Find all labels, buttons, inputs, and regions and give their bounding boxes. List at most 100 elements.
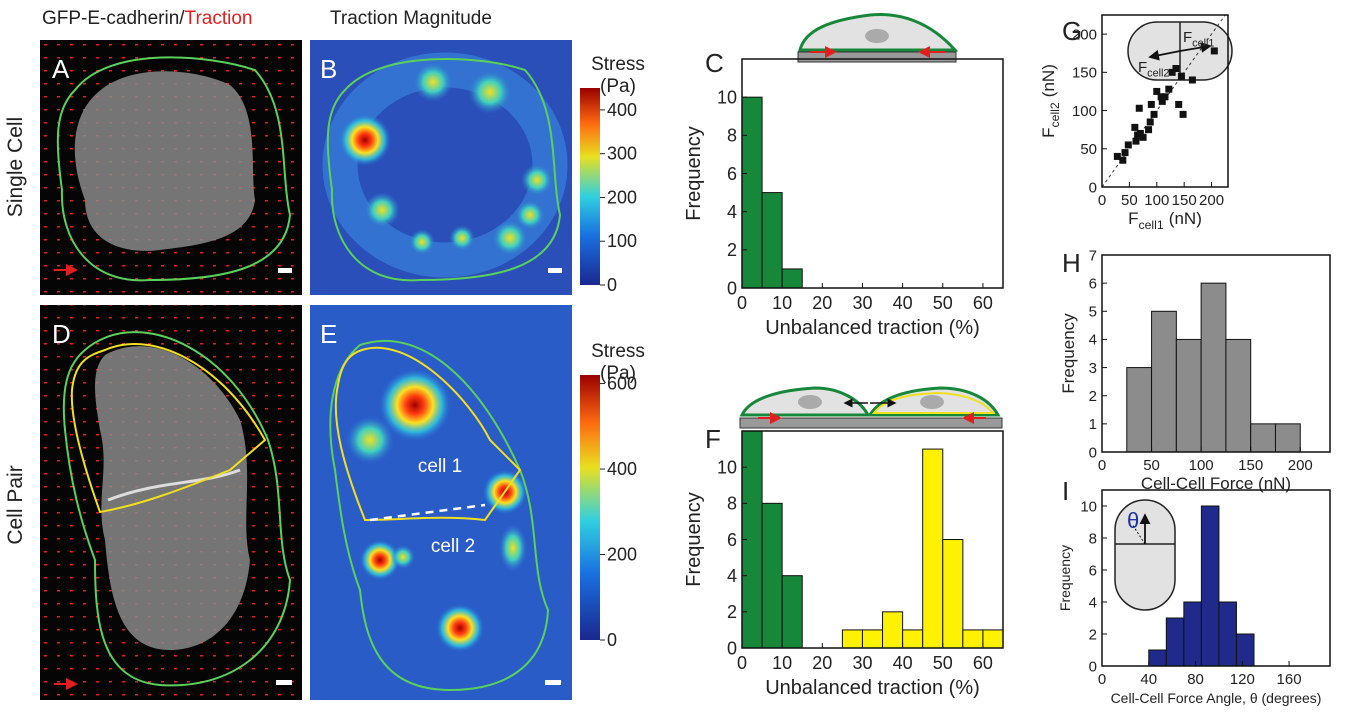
x-tick-label: 60: [973, 293, 993, 313]
y-tick-label: 6: [727, 530, 737, 550]
heatmap: [310, 305, 572, 700]
y-tick-label: 6: [727, 164, 737, 184]
schematic: [798, 14, 956, 62]
bar: [762, 503, 782, 648]
point: [1151, 111, 1158, 118]
cell-label: cell 2: [431, 536, 475, 557]
bar: [1219, 602, 1237, 666]
y-tick-label: 0: [1089, 658, 1097, 675]
y-tick-label: 0: [1089, 179, 1097, 196]
y-tick-label: 0: [727, 278, 737, 298]
x-tick-label: 10: [772, 293, 792, 313]
colorbar-unit: (Pa): [600, 76, 636, 97]
panel-letter: A: [52, 54, 70, 84]
x-axis-label: Unbalanced traction (%): [765, 317, 980, 339]
col-title: Traction Magnitude: [330, 8, 492, 29]
colorbar-tick-label: 0: [607, 630, 617, 650]
bar: [903, 630, 923, 648]
y-axis-label: Fcell2(nN): [1039, 64, 1062, 138]
x-tick-label: 30: [852, 653, 872, 673]
y-tick-label: 100: [1072, 103, 1097, 120]
label-symbol: F: [1138, 59, 1147, 76]
x-tick-label: 40: [893, 293, 913, 313]
y-tick-label: 0: [1089, 444, 1097, 461]
y-tick-label: 5: [1089, 304, 1097, 321]
x-tick-label: 50: [933, 653, 953, 673]
colorbar: [580, 88, 600, 285]
panel-letter: F: [705, 424, 721, 454]
colorbar-tick-label: 400: [607, 100, 637, 120]
bar: [1226, 339, 1251, 452]
bar: [923, 449, 943, 648]
point: [1122, 149, 1129, 156]
bar: [782, 269, 802, 288]
y-tick-label: 2: [1089, 388, 1097, 405]
colorbar-tick-label: 0: [607, 275, 617, 295]
y-tick-label: 6: [1089, 562, 1097, 579]
bar: [1251, 424, 1276, 452]
y-tick-label: 10: [717, 87, 737, 107]
colorbar: [580, 375, 600, 640]
inset: [1115, 500, 1175, 610]
x-tick-label: 50: [1121, 192, 1138, 209]
label-symbol: F: [1039, 127, 1058, 137]
colorbar-tick-label: 200: [607, 187, 637, 207]
y-tick-label: 2: [727, 240, 737, 260]
y-axis-label: Frequency: [1059, 313, 1078, 394]
x-tick-label: 60: [973, 653, 993, 673]
x-tick-label: 0: [737, 653, 747, 673]
x-tick-label: 20: [812, 293, 832, 313]
point: [1147, 119, 1154, 126]
bar: [1236, 634, 1254, 666]
bar: [943, 540, 963, 649]
point: [1175, 101, 1182, 108]
colorbar-title: Stress: [591, 341, 645, 362]
row-label: Cell Pair: [4, 465, 27, 544]
y-tick-label: 200: [1072, 26, 1097, 43]
point: [1119, 157, 1126, 164]
point: [1145, 126, 1152, 133]
point: [1189, 76, 1196, 83]
micrograph: [40, 40, 302, 295]
x-tick-label: 0: [1098, 671, 1106, 688]
bar: [983, 630, 1003, 648]
point: [1125, 141, 1132, 148]
y-tick-label: 0: [727, 638, 737, 658]
y-tick-label: 7: [1089, 247, 1097, 264]
y-tick-label: 4: [1089, 594, 1097, 611]
panel-letter: I: [1062, 476, 1069, 506]
x-tick-label: 0: [1098, 457, 1106, 474]
bar: [1184, 602, 1202, 666]
point: [1178, 73, 1185, 80]
label-unit: (nN): [1169, 209, 1202, 228]
x-tick-label: 30: [852, 293, 872, 313]
label-subscript: cell2: [1147, 68, 1169, 80]
colorbar-tick-label: 600: [607, 374, 637, 394]
point: [1136, 105, 1143, 112]
y-tick-label: 10: [1080, 498, 1097, 515]
x-axis-label: Fcell1(nN): [1128, 209, 1202, 232]
y-tick-label: 8: [727, 126, 737, 146]
cell-label: cell 1: [418, 456, 462, 477]
micrograph: [40, 305, 302, 700]
x-tick-label: 50: [933, 293, 953, 313]
panel-letter: D: [52, 319, 71, 349]
y-tick-label: 10: [717, 457, 737, 477]
bar: [1176, 339, 1201, 452]
y-axis-label: Frequency: [683, 126, 705, 221]
y-tick-label: 1: [1089, 416, 1097, 433]
y-tick-label: 4: [727, 566, 737, 586]
y-tick-label: 4: [727, 202, 737, 222]
x-tick-label: 0: [1098, 192, 1106, 209]
bar: [963, 630, 983, 648]
bar: [883, 612, 903, 648]
point: [1162, 93, 1169, 100]
x-tick-label: 120: [1230, 671, 1255, 688]
bar: [762, 193, 782, 288]
point: [1148, 101, 1155, 108]
bar: [1127, 368, 1152, 452]
x-tick-label: 0: [737, 293, 747, 313]
point: [1211, 47, 1218, 54]
bar: [862, 630, 882, 648]
bar: [842, 630, 862, 648]
